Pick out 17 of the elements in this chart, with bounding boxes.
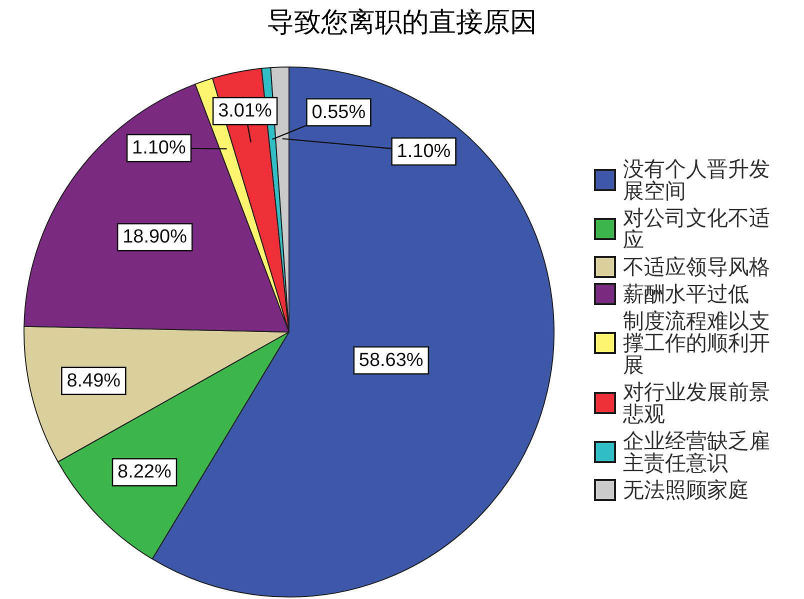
data-label: 58.63%: [358, 350, 424, 371]
legend-label: 对行业发展前景悲观: [623, 380, 771, 426]
data-label: 18.90%: [122, 226, 188, 248]
data-label: 8.22%: [118, 462, 172, 483]
legend-label: 没有个人晋升发展空间: [623, 157, 771, 203]
legend-label: 薪酬水平过低: [623, 282, 750, 306]
legend-label: 制度流程难以支撑工作的顺利开展: [623, 309, 771, 377]
legend-label: 不适应领导风格: [623, 255, 771, 279]
chart-title: 导致您离职的直接原因: [266, 6, 538, 40]
data-label: 0.55%: [312, 102, 366, 123]
legend-label: 企业经营缺乏雇主责任意识: [623, 429, 771, 475]
data-label: 8.49%: [66, 370, 121, 392]
data-label: 3.01%: [218, 100, 272, 122]
data-label: 1.10%: [396, 140, 451, 162]
legend-label: 对公司文化不适应: [623, 206, 771, 252]
data-label: 1.10%: [132, 138, 186, 159]
legend-label: 无法照顾家庭: [623, 478, 750, 502]
